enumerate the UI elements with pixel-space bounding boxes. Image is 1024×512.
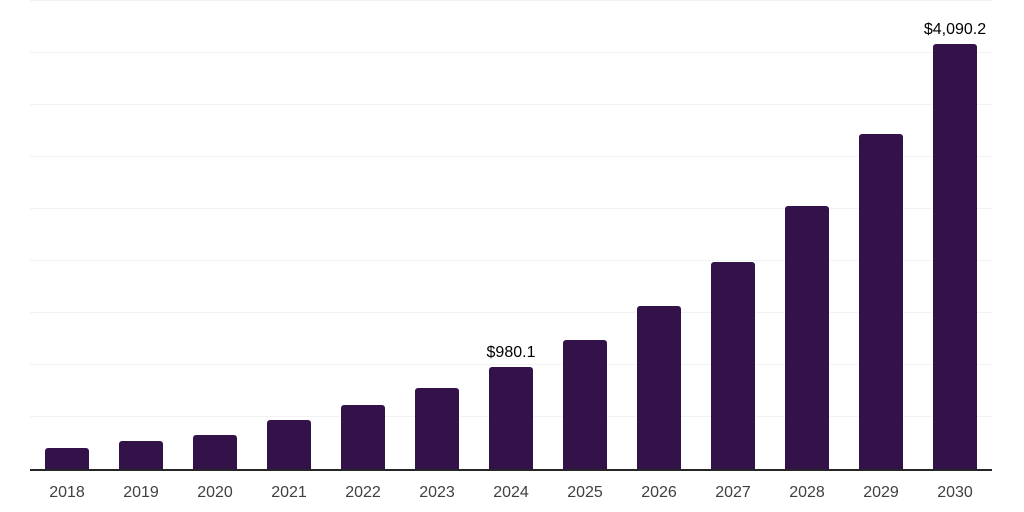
band-2024: $980.1 xyxy=(474,1,548,469)
bar-2028 xyxy=(785,205,829,469)
band-2018 xyxy=(30,1,104,469)
x-tick-label-2027: 2027 xyxy=(715,484,751,501)
gridline-3000 xyxy=(30,156,992,157)
x-tick-label-2022: 2022 xyxy=(345,484,381,501)
gridline-4000 xyxy=(30,52,992,53)
bar-2022 xyxy=(341,405,385,469)
bar-2027 xyxy=(711,262,755,469)
gridline-1000 xyxy=(30,364,992,365)
x-tick-label-2028: 2028 xyxy=(789,484,825,501)
band-2026 xyxy=(622,1,696,469)
bar-2019 xyxy=(119,441,163,469)
bar-2030: $4,090.2 xyxy=(924,21,986,469)
x-axis: 2018 2019 2020 2021 2022 2023 2024 2025 2026 2027… xyxy=(30,483,992,502)
bar-2025 xyxy=(563,339,607,469)
band-2021 xyxy=(252,1,326,469)
x-tick-label-2026: 2026 xyxy=(641,484,677,501)
x-tick-label-2023: 2023 xyxy=(419,484,455,501)
x-tick-label-2029: 2029 xyxy=(863,484,899,501)
bar-2029 xyxy=(859,134,903,469)
band-2022 xyxy=(326,1,400,469)
gridline-4500 xyxy=(30,0,992,1)
band-2029 xyxy=(844,1,918,469)
bar-2021 xyxy=(267,420,311,469)
bar-2023 xyxy=(415,388,459,469)
x-tick-label-2019: 2019 xyxy=(123,484,159,501)
x-tick-label-2025: 2025 xyxy=(567,484,603,501)
bar-2024: $980.1 xyxy=(487,345,535,469)
bar-2026 xyxy=(637,305,681,469)
data-label-2030: $4,090.2 xyxy=(923,20,987,38)
x-tick-label-2030: 2030 xyxy=(937,484,973,501)
plot-area: $980.1 $4,090.2 xyxy=(30,0,992,471)
x-tick-label-2021: 2021 xyxy=(271,484,307,501)
gridline-2000 xyxy=(30,260,992,261)
bar-2018 xyxy=(45,447,89,469)
band-2030: $4,090.2 xyxy=(918,1,992,469)
x-tick-label-2020: 2020 xyxy=(197,484,233,501)
band-2025 xyxy=(548,1,622,469)
gridline-1500 xyxy=(30,312,992,313)
band-2027 xyxy=(696,1,770,469)
band-2019 xyxy=(104,1,178,469)
gridline-3500 xyxy=(30,104,992,105)
bar-2020 xyxy=(193,434,237,469)
band-2020 xyxy=(178,1,252,469)
data-label-2024: $980.1 xyxy=(486,344,536,362)
band-2023 xyxy=(400,1,474,469)
x-tick-label-2018: 2018 xyxy=(49,484,85,501)
band-2028 xyxy=(770,1,844,469)
bars-container: $980.1 $4,090.2 xyxy=(30,1,992,469)
gridline-2500 xyxy=(30,208,992,209)
x-tick-label-2024: 2024 xyxy=(493,484,529,501)
